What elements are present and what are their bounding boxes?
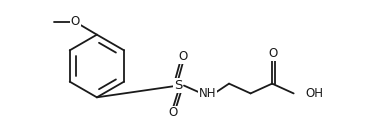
- Text: O: O: [178, 50, 188, 63]
- Text: OH: OH: [305, 87, 323, 100]
- Text: NH: NH: [199, 87, 216, 100]
- Text: O: O: [269, 47, 278, 60]
- Text: O: O: [71, 15, 80, 29]
- Text: O: O: [169, 107, 178, 119]
- Text: S: S: [174, 79, 182, 92]
